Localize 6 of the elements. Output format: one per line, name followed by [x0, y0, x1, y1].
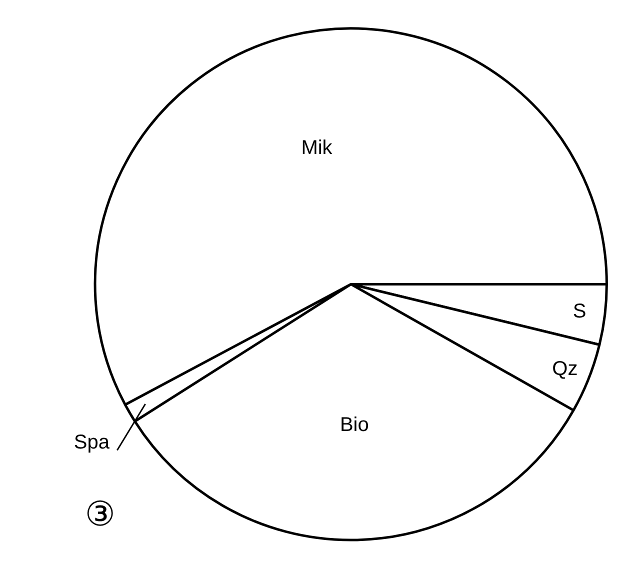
slice-label: S: [572, 300, 586, 323]
text: ③: [84, 494, 116, 534]
slice-label: Mik: [301, 136, 334, 159]
slice-label: Qz: [552, 358, 578, 380]
slice-label: Spa: [74, 432, 110, 454]
slice-label: Bio: [340, 414, 369, 436]
